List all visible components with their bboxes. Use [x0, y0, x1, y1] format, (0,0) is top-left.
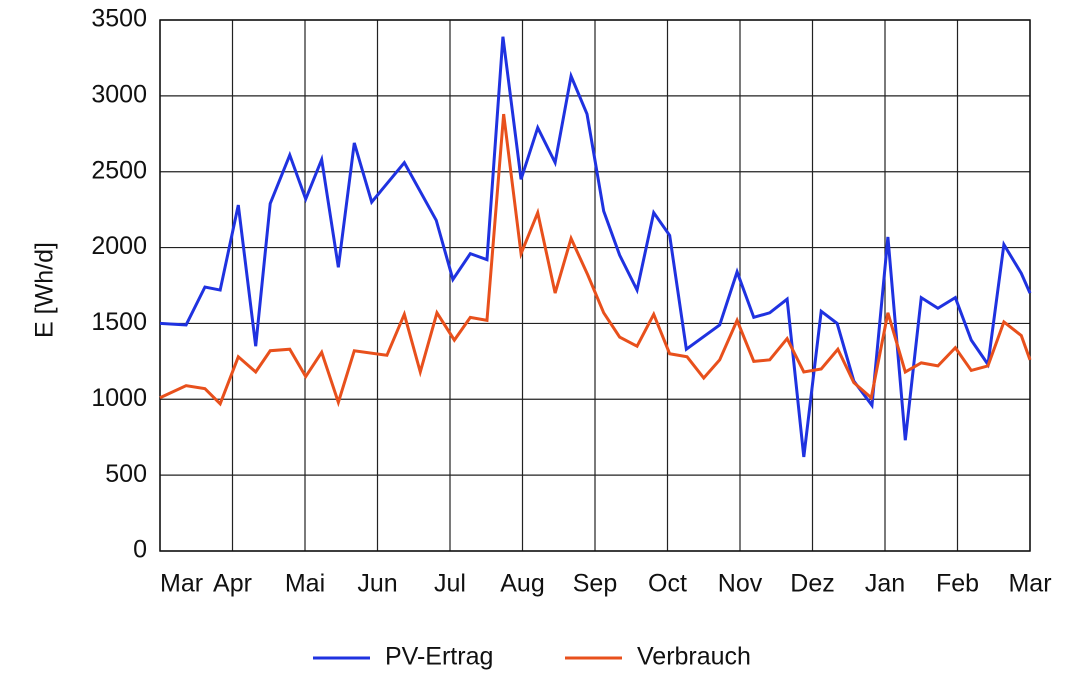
x-tick-label: Jan: [865, 570, 905, 598]
y-tick-label: 3500: [91, 5, 147, 33]
legend-label: Verbrauch: [637, 643, 751, 671]
x-tick-label: Feb: [936, 570, 979, 598]
y-tick-label: 1000: [91, 384, 147, 412]
x-tick-label: Mar: [160, 570, 203, 598]
y-tick-label: 3000: [91, 80, 147, 108]
y-tick-label: 0: [133, 536, 147, 564]
x-tick-label: Oct: [648, 570, 687, 598]
x-tick-label: Nov: [718, 570, 763, 598]
y-tick-label: 2000: [91, 232, 147, 260]
x-tick-label: Aug: [500, 570, 544, 598]
series-line: [159, 113, 1032, 408]
x-tick-label: Dez: [790, 570, 834, 598]
plot-border: [159, 19, 1031, 552]
x-tick-label: Mar: [1008, 570, 1051, 598]
x-tick-label: Jun: [357, 570, 397, 598]
x-tick-label: Jul: [434, 570, 466, 598]
x-tick-label: Sep: [573, 570, 617, 598]
x-tick-label: Apr: [213, 570, 252, 598]
y-axis-label: E [Wh/d]: [31, 242, 59, 338]
legend-label: PV-Ertrag: [385, 643, 493, 671]
y-tick-label: 500: [105, 460, 147, 488]
series-line: [159, 36, 1032, 458]
x-tick-label: Mai: [285, 570, 325, 598]
y-tick-label: 1500: [91, 308, 147, 336]
y-tick-label: 2500: [91, 156, 147, 184]
